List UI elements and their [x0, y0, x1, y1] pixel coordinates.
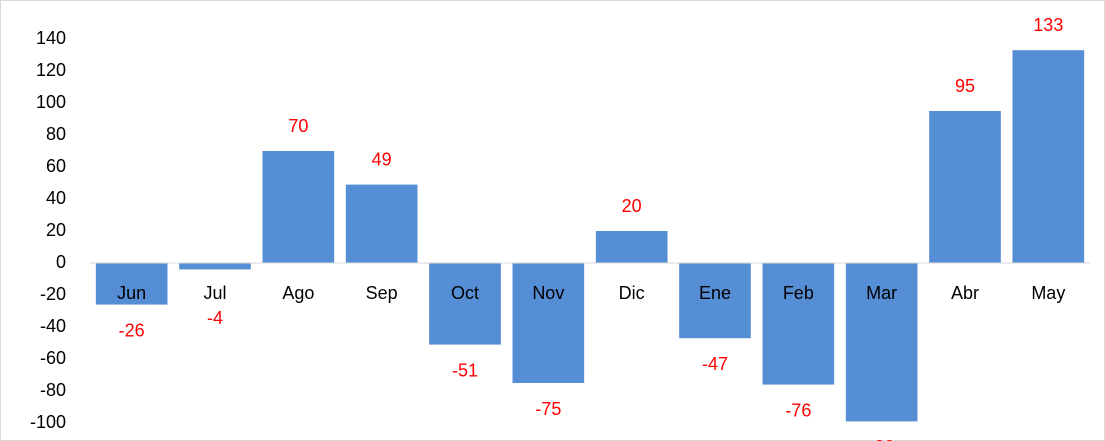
y-tick-label: 20 — [46, 220, 66, 240]
value-label: -99 — [869, 437, 895, 441]
bar — [512, 263, 585, 383]
x-tick-label: Ago — [282, 283, 314, 303]
x-tick-label: Oct — [451, 283, 479, 303]
y-tick-label: 0 — [56, 252, 66, 272]
x-tick-label: Abr — [951, 283, 979, 303]
value-label: 20 — [622, 196, 642, 216]
value-label: 133 — [1033, 15, 1063, 35]
x-tick-label: May — [1031, 283, 1065, 303]
bar — [595, 231, 668, 263]
y-tick-label: 60 — [46, 156, 66, 176]
x-tick-label: Sep — [366, 283, 398, 303]
y-tick-label: 100 — [36, 92, 66, 112]
x-tick-label: Ene — [699, 283, 731, 303]
bar — [95, 263, 168, 305]
value-label: 49 — [372, 149, 392, 169]
value-label: 70 — [288, 116, 308, 136]
value-label: -76 — [785, 400, 811, 420]
bar — [429, 263, 501, 345]
x-tick-label: Mar — [866, 283, 897, 303]
value-label: -51 — [452, 360, 478, 380]
x-tick-label: Jul — [203, 283, 226, 303]
y-tick-label: 140 — [36, 28, 66, 48]
value-label: 95 — [955, 76, 975, 96]
bar — [762, 263, 835, 385]
bar — [262, 151, 335, 263]
y-tick-label: -100 — [30, 412, 66, 432]
x-tick-label: Jun — [117, 283, 146, 303]
y-tick-label: 120 — [36, 60, 66, 80]
value-label: -4 — [207, 308, 223, 328]
y-tick-label: -40 — [40, 316, 66, 336]
x-tick-label: Nov — [532, 283, 564, 303]
x-tick-label: Feb — [783, 283, 814, 303]
bar — [1012, 50, 1085, 264]
x-tick-label: Dic — [619, 283, 645, 303]
y-tick-label: -80 — [40, 380, 66, 400]
y-tick-label: 40 — [46, 188, 66, 208]
bar — [179, 263, 251, 270]
y-tick-label: -60 — [40, 348, 66, 368]
bar — [845, 263, 918, 422]
value-label: -75 — [535, 399, 561, 419]
bar — [929, 111, 1001, 263]
value-label: -47 — [702, 354, 728, 374]
value-label: -26 — [119, 320, 145, 340]
bar — [345, 184, 418, 263]
bar — [679, 263, 751, 339]
y-tick-label: 80 — [46, 124, 66, 144]
y-tick-label: -20 — [40, 284, 66, 304]
